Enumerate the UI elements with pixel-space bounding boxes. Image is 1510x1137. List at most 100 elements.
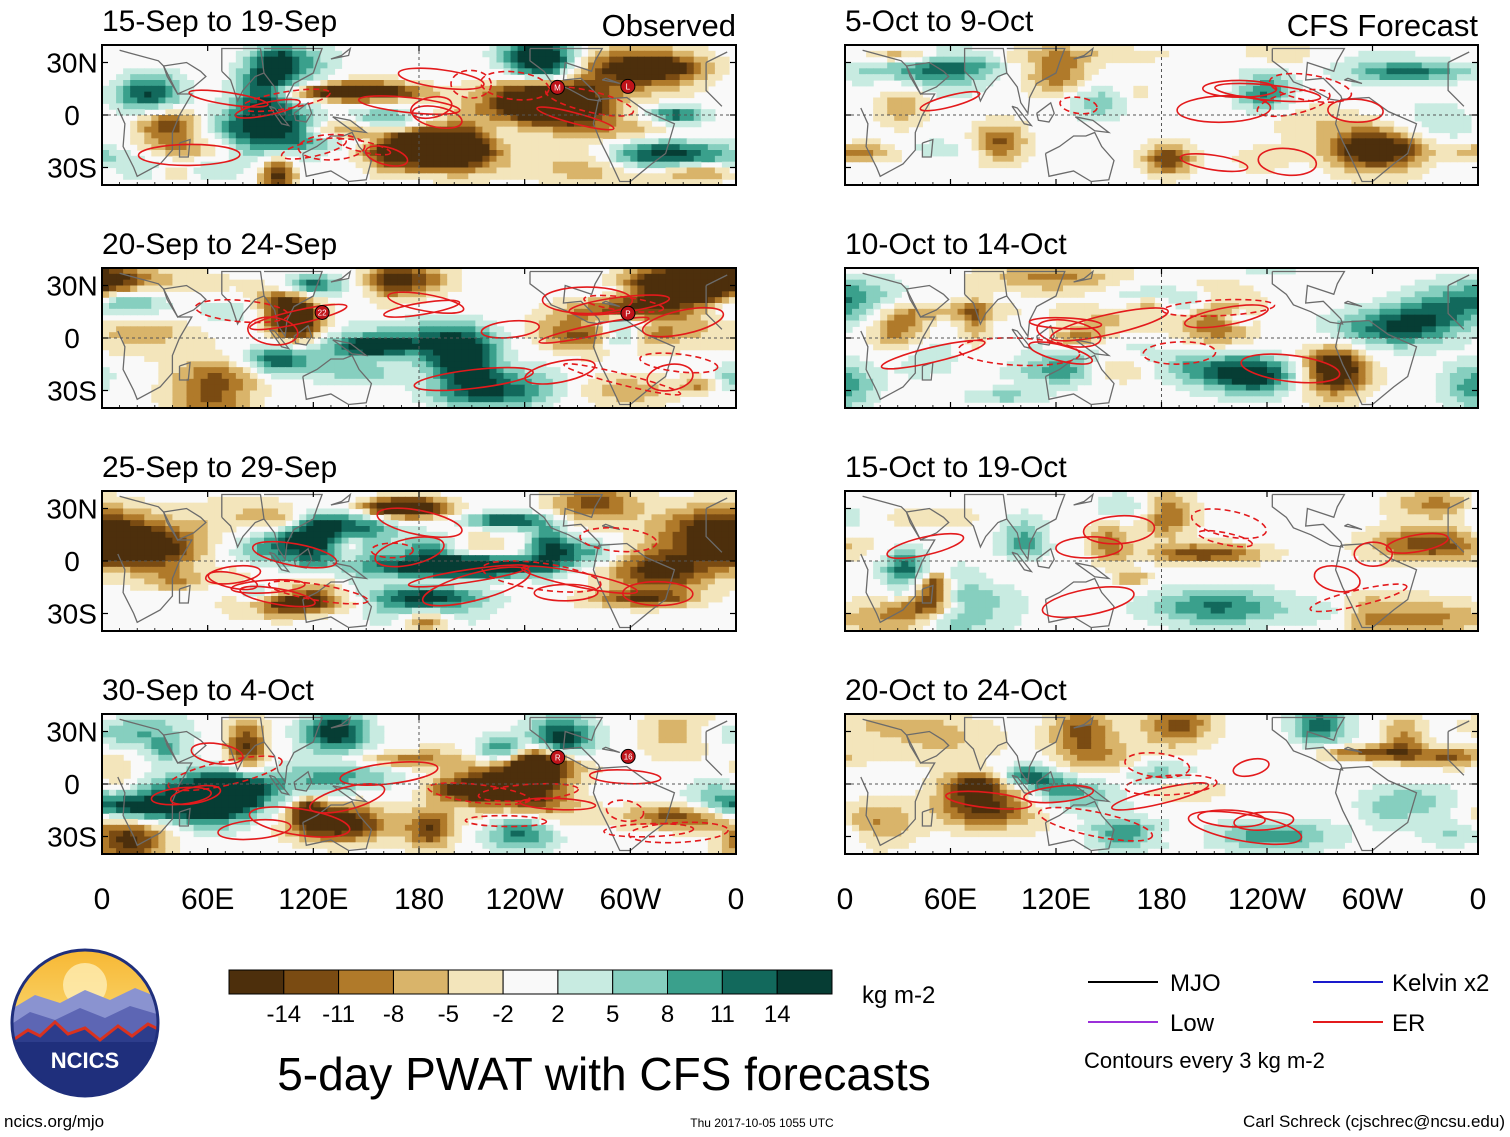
colorbar-swatch bbox=[338, 969, 394, 995]
map-panel: 20-Oct to 24-Oct bbox=[844, 674, 1479, 855]
ncics-logo: NCICS bbox=[10, 948, 160, 1098]
x-axis-labels-right: 0 60E 120E 180 120W 60W 0 bbox=[837, 883, 1487, 916]
continent-outlines bbox=[860, 46, 1470, 183]
colorbar-swatch bbox=[393, 969, 449, 995]
panel-title: 15-Oct to 19-Oct bbox=[845, 451, 1067, 484]
contour-note: Contours every 3 kg m-2 bbox=[1084, 1048, 1325, 1073]
legend-kelvin-label: Kelvin x2 bbox=[1392, 970, 1489, 997]
continent-outlines bbox=[117, 715, 728, 852]
y-tick-label: 0 bbox=[64, 100, 80, 131]
storm-marker-label: P bbox=[625, 309, 630, 318]
pwat-anomaly-field bbox=[102, 491, 737, 632]
x-tick-label: 60W bbox=[1342, 883, 1404, 916]
er-contours bbox=[204, 507, 694, 608]
pwat-anomaly-field bbox=[845, 714, 1479, 855]
colorbar-tick-label: 5 bbox=[606, 1001, 619, 1028]
panel-title: 5-Oct to 9-Oct bbox=[845, 5, 1034, 38]
colorbar-swatch bbox=[228, 969, 285, 995]
er-contours bbox=[150, 742, 729, 844]
footer-timestamp: Thu 2017-10-05 1055 UTC bbox=[690, 1116, 834, 1130]
x-tick-label: 0 bbox=[728, 883, 745, 916]
panel-title: 25-Sep to 29-Sep bbox=[102, 451, 337, 484]
colorbar-swatch bbox=[557, 969, 614, 995]
colorbar-swatch bbox=[776, 969, 833, 995]
map-panel: 5-Oct to 9-Oct bbox=[844, 5, 1479, 186]
observed-header: Observed bbox=[602, 8, 736, 43]
panel-title: 30-Sep to 4-Oct bbox=[102, 674, 314, 707]
y-tick-label: 30N bbox=[46, 48, 97, 79]
footer-credit: Carl Schreck (cjschrec@ncsu.edu) bbox=[1243, 1112, 1505, 1131]
colorbar-units: kg m-2 bbox=[862, 982, 935, 1009]
footer-url: ncics.org/mjo bbox=[4, 1112, 104, 1131]
storm-marker bbox=[550, 749, 566, 765]
colorbar-swatch bbox=[612, 969, 669, 995]
x-tick-label: 0 bbox=[94, 883, 111, 916]
cfs-forecast-header: CFS Forecast bbox=[1287, 8, 1479, 43]
x-axis-labels-left: 0 60E 120E 180 120W 60W 0 bbox=[94, 883, 745, 916]
er-contours bbox=[194, 286, 725, 396]
pwat-anomaly-field bbox=[102, 714, 737, 855]
legend-mjo-label: MJO bbox=[1170, 970, 1221, 997]
x-tick-label: 60W bbox=[599, 883, 661, 916]
x-tick-label: 0 bbox=[837, 883, 854, 916]
panel-title: 10-Oct to 14-Oct bbox=[845, 228, 1067, 261]
colorbar: -14 -11 -8 -5 -2 2 5 8 11 14 bbox=[228, 969, 833, 1028]
x-tick-label: 60E bbox=[181, 883, 234, 916]
continent-outlines bbox=[860, 715, 1470, 852]
colorbar-tick-label: 14 bbox=[764, 1001, 791, 1028]
y-tick-label: 0 bbox=[64, 323, 80, 354]
x-tick-label: 120W bbox=[1228, 883, 1307, 916]
x-tick-label: 120E bbox=[1021, 883, 1091, 916]
panel-title: 20-Oct to 24-Oct bbox=[845, 674, 1067, 707]
x-tick-label: 120E bbox=[278, 883, 348, 916]
map-panel: 10-Oct to 14-Oct bbox=[844, 228, 1479, 409]
pwat-anomaly-field bbox=[845, 491, 1479, 632]
storm-marker-label: M bbox=[554, 83, 561, 92]
y-tick-label: 30S bbox=[47, 153, 97, 184]
colorbar-swatch bbox=[283, 969, 340, 995]
storm-marker bbox=[314, 304, 330, 320]
er-contours bbox=[886, 508, 1449, 619]
storm-marker-label: R bbox=[555, 753, 561, 762]
storm-marker bbox=[549, 79, 565, 95]
colorbar-tick-label: -2 bbox=[492, 1001, 513, 1028]
y-tick-label: 30N bbox=[46, 494, 97, 525]
storm-marker bbox=[620, 78, 636, 94]
storm-marker bbox=[620, 305, 636, 321]
er-contours bbox=[137, 67, 635, 167]
er-contours bbox=[945, 751, 1303, 846]
colorbar-tick-label: 11 bbox=[710, 1001, 735, 1028]
er-contours bbox=[919, 72, 1384, 177]
y-tick-label: 30N bbox=[46, 271, 97, 302]
x-tick-label: 60E bbox=[924, 883, 977, 916]
panel-title: 20-Sep to 24-Sep bbox=[102, 228, 337, 261]
colorbar-tick-label: -11 bbox=[322, 1001, 355, 1028]
x-tick-label: 120W bbox=[485, 883, 564, 916]
colorbar-tick-label: 2 bbox=[551, 1001, 564, 1028]
storm-marker bbox=[620, 748, 636, 764]
storm-marker-label: L bbox=[626, 82, 631, 91]
pwat-anomaly-field bbox=[102, 268, 737, 409]
pwat-anomaly-field bbox=[102, 45, 737, 186]
y-tick-label: 0 bbox=[64, 546, 80, 577]
panel-title: 15-Sep to 19-Sep bbox=[102, 5, 337, 38]
storm-marker-label: 16 bbox=[624, 752, 633, 761]
colorbar-tick-label: -5 bbox=[438, 1001, 459, 1028]
continent-outlines bbox=[117, 46, 728, 183]
colorbar-tick-label: 8 bbox=[661, 1001, 674, 1028]
ncics-logo-text: NCICS bbox=[51, 1048, 119, 1073]
legend-er-label: ER bbox=[1392, 1010, 1425, 1037]
x-tick-label: 180 bbox=[394, 883, 444, 916]
continent-outlines bbox=[117, 269, 728, 406]
y-tick-label: 30S bbox=[47, 599, 97, 630]
colorbar-swatch bbox=[667, 969, 723, 995]
storm-marker-label: 22 bbox=[318, 308, 327, 317]
colorbar-swatch bbox=[502, 969, 559, 995]
colorbar-swatch bbox=[721, 969, 778, 995]
y-tick-label: 0 bbox=[64, 769, 80, 800]
x-tick-label: 180 bbox=[1136, 883, 1186, 916]
